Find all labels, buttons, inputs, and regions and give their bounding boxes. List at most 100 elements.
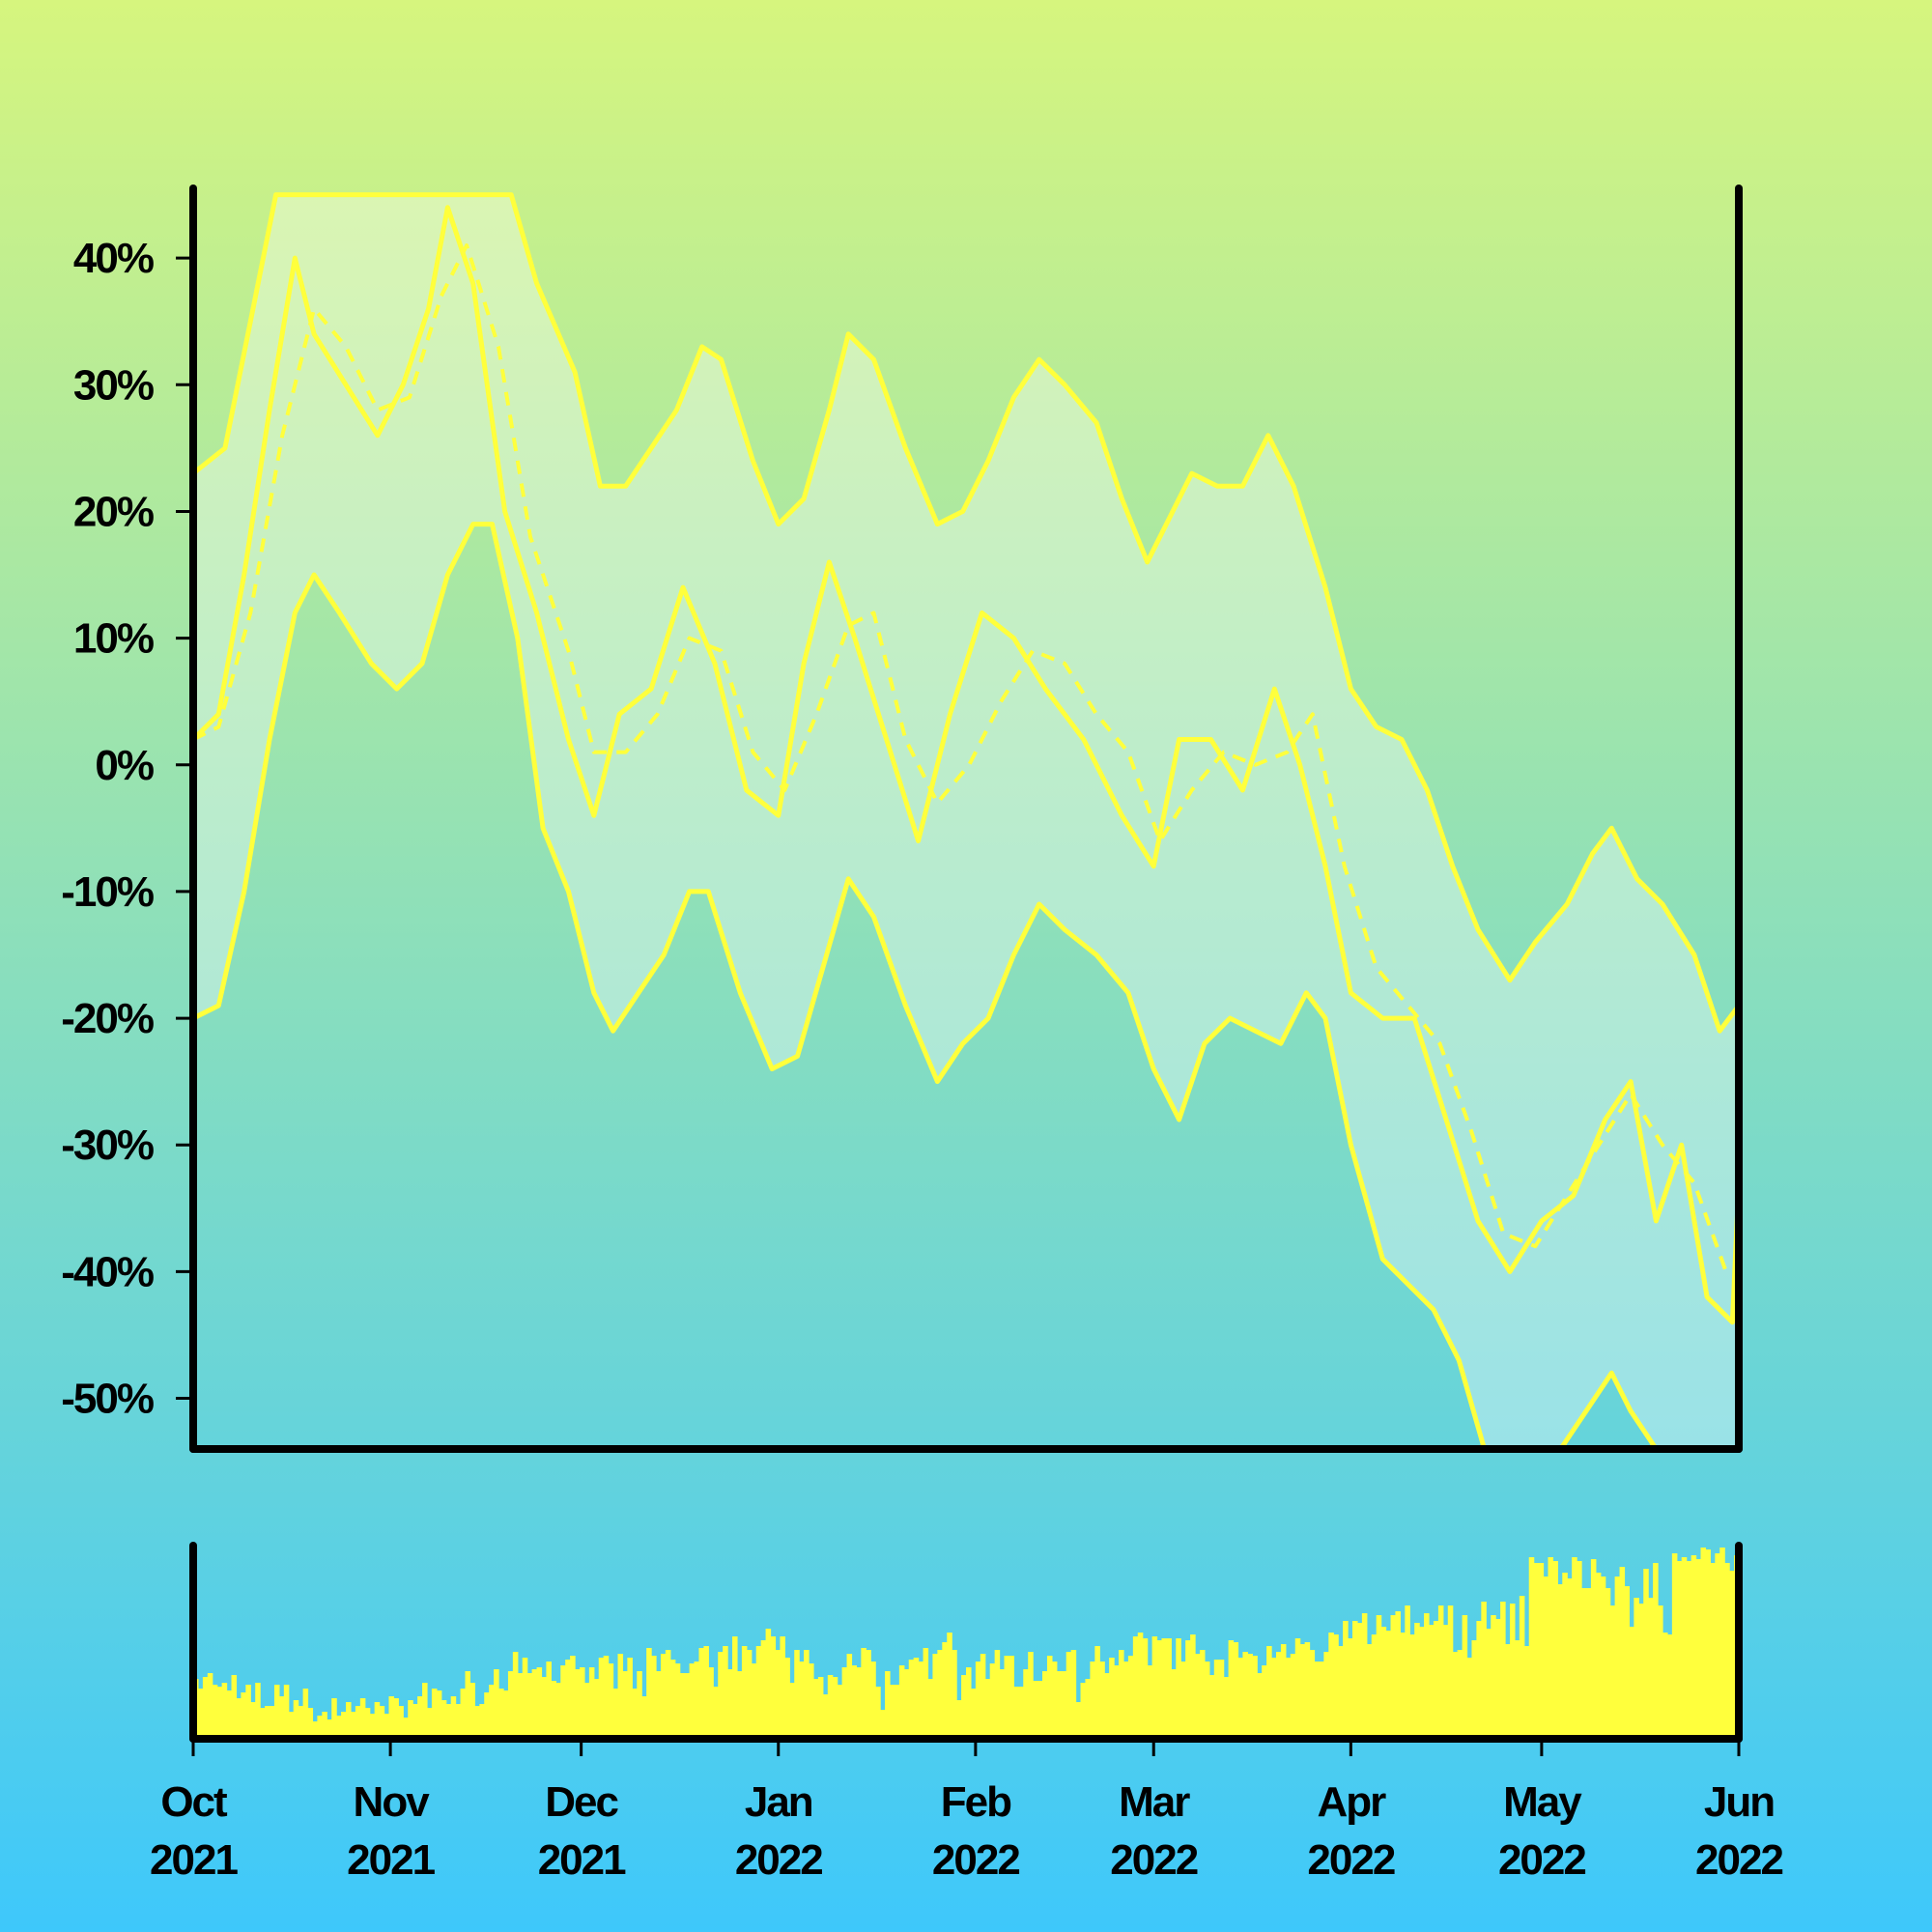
volume-bar — [293, 1700, 299, 1739]
volume-bar — [1686, 1561, 1692, 1739]
volume-bar — [431, 1689, 438, 1739]
volume-bar — [1013, 1687, 1019, 1739]
x-tick-year: 2021 — [347, 1836, 435, 1884]
x-tick-year: 2022 — [735, 1836, 822, 1884]
volume-bar — [822, 1694, 829, 1739]
volume-bar — [1171, 1669, 1177, 1739]
volume-bar — [708, 1667, 714, 1739]
volume-bar — [1519, 1596, 1525, 1739]
volume-bar — [1433, 1621, 1439, 1739]
volume-bar — [1085, 1679, 1091, 1739]
volume-bar — [689, 1663, 696, 1739]
volume-bar — [994, 1650, 1001, 1739]
volume-bar — [804, 1650, 810, 1739]
volume-bar — [1624, 1586, 1631, 1739]
volume-bar — [1299, 1644, 1306, 1739]
volume-bar — [555, 1683, 561, 1739]
volume-bar — [1090, 1662, 1095, 1739]
volume-bar — [961, 1675, 967, 1739]
volume-bar — [1447, 1605, 1454, 1739]
upper-envelope-line — [193, 192, 1739, 1034]
x-tick-month: Dec — [545, 1778, 618, 1826]
volume-bar — [1028, 1652, 1034, 1739]
volume-bar — [812, 1679, 819, 1739]
volume-bar — [1405, 1605, 1410, 1739]
volume-bar — [231, 1675, 238, 1739]
x-tick-year: 2022 — [1695, 1836, 1782, 1884]
volume-bar — [646, 1648, 652, 1739]
volume-bar — [474, 1706, 480, 1739]
volume-bar — [322, 1712, 327, 1739]
volume-bar — [317, 1716, 323, 1739]
volume-bar — [226, 1690, 233, 1739]
volume-bar — [622, 1671, 628, 1739]
volume-bar — [1018, 1687, 1024, 1739]
volume-bar — [1233, 1642, 1239, 1739]
volume-bar — [736, 1671, 743, 1739]
volume-bar — [765, 1629, 772, 1739]
volume-bar — [799, 1662, 805, 1739]
volume-bar — [1257, 1673, 1263, 1739]
volume-bar — [1166, 1638, 1172, 1739]
volume-bar — [651, 1656, 657, 1739]
volume-bar — [440, 1700, 447, 1739]
axes — [189, 185, 1743, 1743]
volume-bar — [856, 1667, 862, 1739]
volume-bar — [412, 1704, 418, 1739]
volume-bar — [1676, 1561, 1683, 1739]
volume-bar — [565, 1660, 571, 1739]
volume-bar — [1323, 1652, 1329, 1739]
x-tick-year: 2022 — [1498, 1836, 1585, 1884]
volume-bar — [1213, 1660, 1220, 1739]
volume-bar — [1156, 1640, 1163, 1739]
volume-bar — [379, 1706, 385, 1739]
volume-bar — [1046, 1656, 1053, 1739]
y-tick-label: -20% — [61, 995, 154, 1042]
volume-bar — [684, 1673, 691, 1739]
volume-bar — [1328, 1633, 1334, 1739]
volume-bar — [1390, 1615, 1397, 1739]
volume-bar — [1614, 1577, 1621, 1739]
volume-bar — [770, 1636, 777, 1739]
volume-bar — [1161, 1638, 1168, 1739]
volume-bar — [927, 1679, 934, 1739]
volume-bar — [1572, 1557, 1577, 1739]
volume-bar — [1486, 1629, 1492, 1739]
volume-bar — [780, 1636, 785, 1739]
volume-bar — [1380, 1627, 1387, 1739]
volume-bar — [502, 1690, 509, 1739]
x-tick-month: Mar — [1119, 1778, 1190, 1826]
volume-bar — [1280, 1644, 1287, 1739]
volume-bar — [417, 1696, 423, 1739]
volume-bar — [517, 1673, 524, 1739]
volume-bar — [1147, 1665, 1153, 1739]
volume-bar — [975, 1662, 981, 1739]
volume-bar — [1605, 1588, 1611, 1739]
volume-bar — [536, 1667, 543, 1739]
volume-bar — [741, 1646, 748, 1739]
volume-bar — [755, 1646, 762, 1739]
volume-bar — [1710, 1563, 1716, 1739]
lower-envelope-line — [193, 522, 1682, 1449]
volume-bar — [1122, 1662, 1129, 1739]
volume-bar — [1548, 1557, 1554, 1739]
volume-bar — [665, 1650, 671, 1739]
volume-bar — [775, 1650, 781, 1739]
y-tick-label: -10% — [61, 868, 154, 916]
x-tick-month: Nov — [354, 1778, 431, 1826]
volume-bar — [216, 1687, 223, 1739]
volume-bar — [1218, 1660, 1225, 1739]
volume-bar — [1609, 1605, 1616, 1739]
volume-bar — [374, 1702, 381, 1739]
volume-bar — [336, 1716, 342, 1739]
x-tick-year: 2022 — [1307, 1836, 1394, 1884]
volume-bar — [1061, 1671, 1067, 1739]
y-tick-label: -30% — [61, 1122, 154, 1169]
y-tick-label: 40% — [73, 235, 154, 282]
volume-bar — [346, 1702, 352, 1739]
volume-bar — [1552, 1561, 1558, 1739]
volume-bar — [942, 1642, 948, 1739]
volume-bar — [570, 1656, 576, 1739]
volume-bar — [580, 1667, 585, 1739]
volume-bar — [283, 1685, 290, 1739]
